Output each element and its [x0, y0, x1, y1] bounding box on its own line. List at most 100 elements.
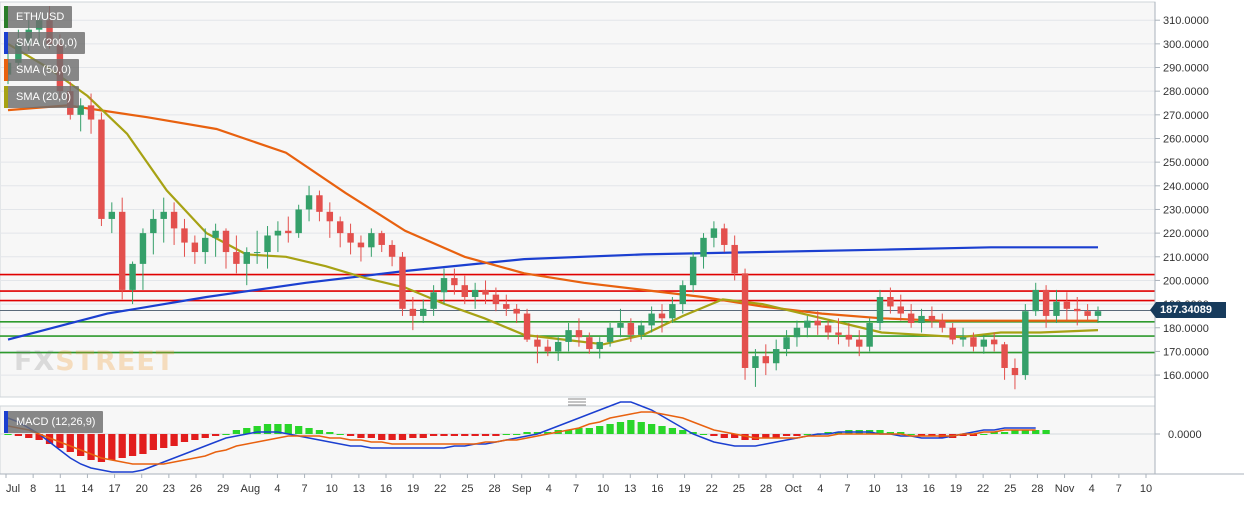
- macd-histogram-bar: [689, 432, 697, 434]
- legend-sma-20[interactable]: SMA (20,0): [4, 86, 80, 108]
- candle-body: [1063, 301, 1071, 309]
- price-tick-label: 310.0000: [1163, 15, 1209, 27]
- macd-histogram-bar: [461, 434, 469, 436]
- date-tick-label: 28: [760, 483, 772, 495]
- symbol-label: ETH/USD: [16, 11, 65, 23]
- candle-body: [202, 237, 209, 253]
- macd-histogram-bar: [108, 434, 116, 460]
- candle-body: [285, 230, 292, 234]
- candle-body: [928, 315, 936, 321]
- price-tick-label: 280.0000: [1163, 86, 1209, 98]
- legend-macd[interactable]: MACD (12,26,9): [4, 411, 104, 433]
- price-tick-label: 260.0000: [1163, 133, 1209, 145]
- macd-histogram-bar: [191, 434, 199, 440]
- candle-body: [949, 327, 956, 340]
- macd-histogram-bar: [409, 434, 417, 438]
- date-tick-label: 16: [923, 483, 935, 495]
- legend-sma-200[interactable]: SMA (200,0): [4, 32, 86, 54]
- candle-body: [1032, 289, 1039, 312]
- price-tick-label: 220.0000: [1163, 228, 1209, 240]
- candle-body: [741, 273, 749, 368]
- candle-body: [368, 233, 375, 248]
- candle-body: [233, 252, 240, 264]
- legend-symbol[interactable]: ETH/USD: [4, 6, 73, 28]
- candle-body: [762, 356, 770, 364]
- candle-body: [1042, 289, 1050, 316]
- date-tick-label: 10: [868, 483, 880, 495]
- date-tick-label: 29: [217, 483, 229, 495]
- macd-histogram-bar: [398, 434, 407, 440]
- date-tick-label: 19: [678, 483, 690, 495]
- date-tick-label: 17: [108, 483, 120, 495]
- macd-histogram-bar: [440, 434, 448, 436]
- candle-body: [191, 242, 199, 253]
- candle-body: [638, 325, 645, 335]
- macd-histogram-bar: [793, 434, 801, 436]
- price-tick-label: 300.0000: [1163, 39, 1209, 51]
- candle-body: [108, 211, 116, 219]
- candle-body: [565, 330, 572, 342]
- grid-layer: [0, 19, 1155, 376]
- candle-body: [700, 237, 707, 257]
- macd-histogram-bar: [14, 434, 23, 436]
- candle-body: [336, 221, 344, 234]
- date-tick-label: 7: [573, 483, 579, 495]
- candle-body: [523, 313, 531, 340]
- price-tick-label: 250.0000: [1163, 157, 1209, 169]
- macd-histogram-bar: [222, 434, 230, 435]
- candle-body: [181, 228, 188, 243]
- macd-histogram-bar: [429, 434, 438, 436]
- macd-histogram-bar: [803, 434, 811, 435]
- macd-histogram-bar: [513, 434, 521, 435]
- macd-histogram-bar: [647, 424, 656, 434]
- sma-20-label: SMA (20,0): [16, 91, 72, 103]
- date-tick-label: 25: [733, 483, 745, 495]
- candle-body: [1074, 308, 1081, 312]
- macd-histogram-bar: [450, 434, 459, 436]
- macd-histogram-bar: [564, 430, 573, 434]
- price-tick-label: 240.0000: [1163, 181, 1209, 193]
- sma-50-line: [7, 104, 1098, 322]
- candle-body: [731, 244, 738, 274]
- candle-body: [534, 339, 541, 347]
- macd-histogram-bar: [886, 432, 895, 434]
- macd-histogram-bar: [66, 434, 74, 452]
- legend-sma-50[interactable]: SMA (50,0): [4, 59, 80, 81]
- candle-body: [772, 349, 780, 364]
- sma-50-label: SMA (50,0): [16, 64, 72, 76]
- candle-body: [939, 320, 946, 328]
- date-tick-label: 10: [326, 483, 338, 495]
- macd-histogram-bar: [575, 428, 583, 434]
- macd-histogram-bar: [4, 434, 12, 435]
- pane-resize-handle[interactable]: [568, 398, 586, 406]
- macd-histogram-bar: [544, 432, 552, 434]
- date-tick-label: 25: [461, 483, 473, 495]
- date-tick-label: 22: [434, 483, 446, 495]
- candle-body: [835, 332, 842, 335]
- candle-body: [253, 252, 261, 254]
- macd-histogram-bar: [378, 434, 386, 440]
- macd-histogram-bar: [523, 432, 531, 434]
- date-tick-label: 7: [1116, 483, 1122, 495]
- macd-histogram-bar: [502, 434, 510, 435]
- candle-body: [118, 211, 126, 290]
- macd-histogram-bar: [77, 434, 85, 456]
- date-tick-label: Sep: [512, 483, 532, 495]
- macd-histogram-bar: [907, 434, 915, 435]
- date-tick-label: 26: [190, 483, 202, 495]
- macd-histogram-bar: [834, 432, 843, 434]
- macd-histogram-bar: [772, 434, 780, 438]
- candle-body: [430, 292, 437, 309]
- date-tick-label: 16: [651, 483, 663, 495]
- candle-body: [627, 323, 635, 335]
- macd-histogram-bar: [149, 434, 157, 450]
- candle-body: [87, 105, 95, 120]
- candle-body: [721, 228, 728, 245]
- macd-histogram-bar: [263, 424, 272, 434]
- date-tick-label: 25: [1004, 483, 1016, 495]
- sma-20-line: [7, 42, 1099, 346]
- candle-body: [824, 325, 832, 333]
- date-axis: Jul 8 11 14 17 20 23 26 29 Aug 4 7 10 13 16 19 22 25 28 Sep…: [0, 473, 1244, 495]
- candle-body: [160, 211, 167, 219]
- last-price-flag: 187.34089: [1150, 302, 1226, 319]
